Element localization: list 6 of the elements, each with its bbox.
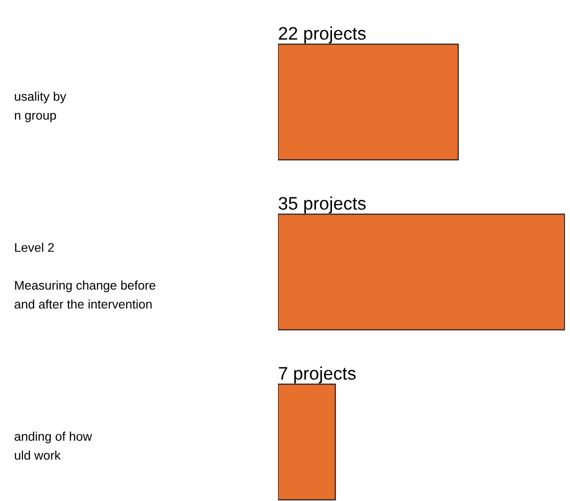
y-tick-label: usality by n group xyxy=(14,92,66,122)
category-label: Level 2 Measuring change before and after the intervention xyxy=(14,242,156,309)
data-label: 35 projects xyxy=(278,196,366,214)
y-tick-label: anding of how uld work xyxy=(14,432,92,460)
data-label: 22 projects xyxy=(278,26,366,44)
data-label: 7 projects xyxy=(278,366,356,384)
